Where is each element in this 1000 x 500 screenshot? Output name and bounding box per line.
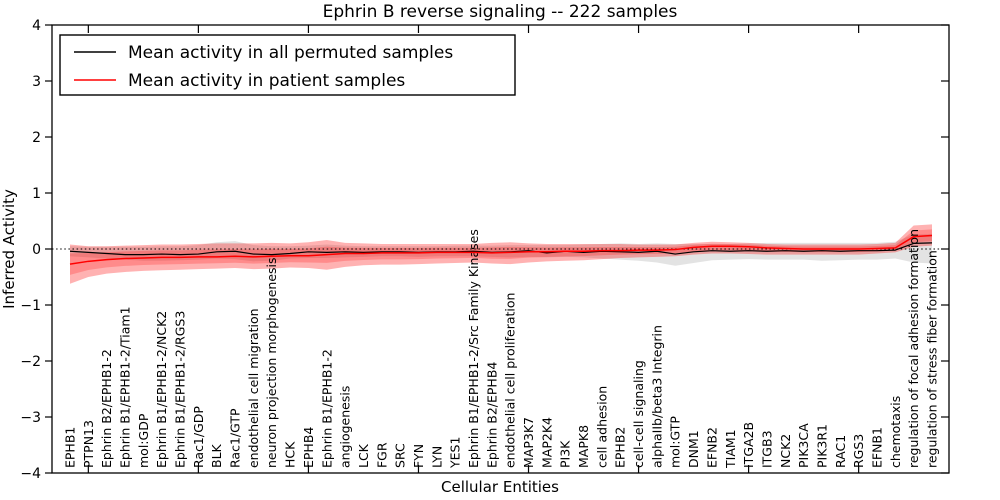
- x-tick-label: RGS3: [851, 434, 866, 468]
- x-tick-label: ITGB3: [759, 430, 774, 468]
- x-tick-label: endothelial cell proliferation: [503, 293, 518, 468]
- x-axis-label: Cellular Entities: [441, 478, 559, 496]
- y-tick-label: 1: [32, 186, 41, 202]
- x-tick-label: MAPK8: [576, 425, 591, 468]
- x-tick-label: FGR: [374, 442, 389, 468]
- x-tick-label: MAP3K7: [521, 417, 536, 468]
- y-tick-label: −4: [20, 466, 41, 482]
- legend-label-patient: Mean activity in patient samples: [128, 71, 405, 91]
- x-tick-label: EPHB2: [613, 427, 628, 468]
- y-tick-label: 2: [32, 130, 41, 146]
- axis-ticks: [45, 24, 949, 474]
- x-tick-label: FYN: [411, 444, 426, 468]
- x-tick-label: DNM1: [686, 430, 701, 468]
- x-tick-label: Ephrin B2/EPHB1-2: [99, 349, 114, 468]
- x-tick-label: PI3K: [558, 440, 573, 468]
- x-tick-label: Ephrin B1/EPHB1-2/Src Family Kinases: [466, 229, 481, 468]
- x-tick-label: PTPN13: [81, 420, 96, 468]
- x-tick-label: angiogenesis: [338, 386, 353, 468]
- patient-mean-line: [69, 234, 933, 265]
- y-axis-label: Inferred Activity: [0, 189, 18, 309]
- x-tick-label: chemotaxis: [888, 396, 903, 468]
- x-tick-label: endothelial cell migration: [246, 308, 261, 468]
- x-tick-label: mol:GDP: [136, 413, 151, 468]
- red-outer-band: [70, 224, 932, 284]
- y-tick-label: 0: [32, 242, 41, 258]
- x-tick-label: Ephrin B1/EPHB1-2/Tiam1: [118, 306, 133, 468]
- x-tick-label: BLK: [209, 443, 224, 468]
- legend: Mean activity in all permuted samples Me…: [59, 34, 516, 96]
- x-tick-label: EFNB2: [704, 427, 719, 468]
- chart-title: Ephrin B reverse signaling -- 222 sample…: [323, 2, 678, 22]
- gray-confidence-band: [70, 233, 932, 266]
- x-tick-label: YES1: [448, 437, 463, 469]
- x-tick-label: neuron projection morphogenesis: [264, 257, 279, 468]
- legend-label-permuted: Mean activity in all permuted samples: [128, 43, 453, 63]
- x-tick-label: Ephrin B1/EPHB1-2/RGS3: [173, 311, 188, 468]
- x-tick-label: MAP2K4: [539, 417, 554, 468]
- x-tick-label: cell-cell signaling: [631, 360, 646, 468]
- x-tick-label: Rac1/GDP: [191, 406, 206, 468]
- y-tick-label: −1: [20, 298, 41, 314]
- x-tick-label: PIK3CA: [796, 423, 811, 468]
- x-tick-label: HCK: [283, 441, 298, 468]
- x-tick-label: alphaIIb/beta3 Integrin: [649, 325, 664, 468]
- x-tick-label: SRC: [393, 443, 408, 468]
- x-tick-label: cell adhesion: [594, 386, 609, 468]
- x-tick-label: regulation of focal adhesion formation: [906, 229, 921, 468]
- y-tick-label: −2: [20, 354, 41, 370]
- legend-box: [59, 34, 516, 96]
- x-tick-label: Rac1/GTP: [228, 408, 243, 468]
- x-tick-label: RAC1: [833, 435, 848, 468]
- x-tick-label: PIK3R1: [814, 424, 829, 468]
- x-tick-label: TIAM1: [723, 429, 738, 469]
- x-tick-label: Ephrin B1/EPHB1-2: [319, 349, 334, 468]
- x-tick-label: Ephrin B1/EPHB1-2/NCK2: [154, 311, 169, 468]
- x-tick-label: EPHB4: [301, 427, 316, 468]
- x-axis-tick-labels: EPHB1 PTPN13 Ephrin B2/EPHB1-2 Ephrin B1/EP…: [63, 229, 940, 469]
- data-lines: [52, 234, 949, 265]
- x-tick-label: Ephrin B2/EPHB4: [484, 362, 499, 468]
- y-tick-label: 4: [32, 18, 41, 34]
- y-tick-label: 3: [32, 74, 41, 90]
- x-tick-label: mol:GTP: [668, 416, 683, 468]
- x-tick-label: regulation of stress fiber formation: [925, 250, 940, 468]
- x-tick-label: EPHB1: [63, 427, 78, 468]
- y-tick-label: −3: [20, 410, 41, 426]
- y-axis-tick-labels: −4 −3 −2 −1 0 1 2 3 4: [20, 18, 41, 482]
- x-tick-label: ITGA2B: [741, 422, 756, 468]
- x-tick-label: LCK: [356, 443, 371, 468]
- x-tick-label: EFNB1: [869, 427, 884, 468]
- x-tick-label: NCK2: [778, 434, 793, 468]
- x-tick-label: LYN: [429, 446, 444, 468]
